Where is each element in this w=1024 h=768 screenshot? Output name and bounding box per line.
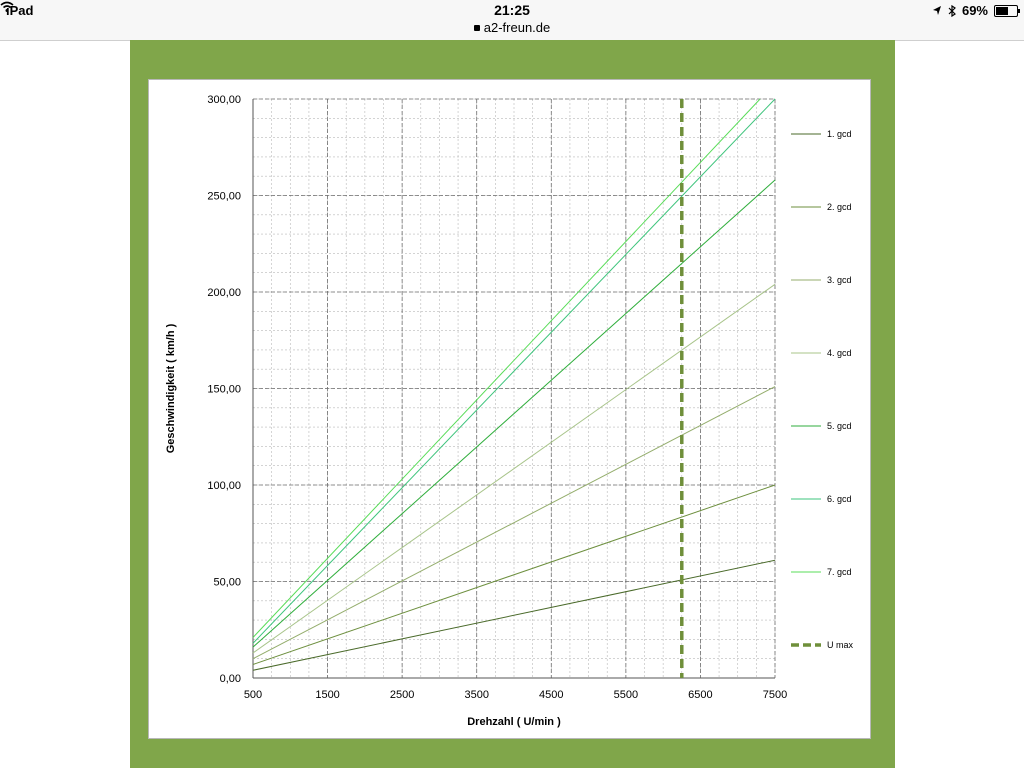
- legend-label: 3. gcd: [827, 275, 852, 285]
- legend-label: 6. gcd: [827, 494, 852, 504]
- series-line-6: [252, 98, 776, 644]
- y-tick-label: 100,00: [207, 480, 241, 492]
- clock: 21:25: [494, 2, 530, 18]
- lock-icon: [473, 25, 480, 31]
- x-tick-label: 2500: [390, 689, 414, 701]
- series-line-4: [252, 283, 776, 654]
- y-tick-label: 50,00: [213, 577, 241, 589]
- x-axis-title: Drehzahl ( U/min ): [467, 716, 561, 728]
- legend-label: 1. gcd: [827, 129, 852, 139]
- wifi-icon: [0, 1, 14, 12]
- series-line-7: [252, 98, 761, 638]
- y-tick-label: 300,00: [207, 94, 241, 106]
- device-label: iPad: [6, 3, 34, 18]
- x-tick-label: 4500: [539, 689, 563, 701]
- legend-label: 7. gcd: [827, 567, 852, 577]
- y-tick-label: 200,00: [207, 287, 241, 299]
- battery-percent: 69%: [961, 3, 988, 18]
- y-tick-label: 150,00: [207, 384, 241, 396]
- legend-label: 5. gcd: [827, 421, 852, 431]
- x-tick-label: 5500: [614, 689, 638, 701]
- chart-panel: 500 1500 2500 3500 4500 5500 6500 7500 0,00 50,00…: [148, 79, 871, 739]
- address-bar[interactable]: a2-freun.de: [0, 20, 1024, 35]
- status-indicators: 69%: [932, 3, 1020, 18]
- battery-icon: [994, 4, 1020, 17]
- legend-label: 4. gcd: [827, 348, 852, 358]
- legend-label: U max: [827, 640, 854, 650]
- series-line-2: [252, 484, 776, 665]
- series-line-3: [252, 386, 776, 660]
- status-bar: iPad 21:25 a2-freun.de 69%: [0, 0, 1024, 41]
- battery-fill: [996, 6, 1009, 15]
- x-tick-label: 7500: [763, 689, 787, 701]
- y-axis-title: Geschwindigkeit ( km/h ): [165, 323, 177, 453]
- series-line-1: [252, 559, 776, 671]
- y-tick-label: 0,00: [220, 673, 241, 685]
- chart: 500 1500 2500 3500 4500 5500 6500 7500 0,00 50,00…: [165, 94, 854, 728]
- y-tick-label: 250,00: [207, 191, 241, 203]
- series-line-5: [252, 179, 776, 648]
- location-arrow-icon: [932, 6, 941, 15]
- x-tick-label: 3500: [464, 689, 488, 701]
- x-tick-label: 6500: [688, 689, 712, 701]
- url-text: a2-freun.de: [483, 20, 551, 35]
- x-tick-label: 1500: [315, 689, 339, 701]
- x-tick-label: 500: [244, 689, 262, 701]
- bluetooth-icon: [948, 4, 956, 17]
- legend-label: 2. gcd: [827, 202, 852, 212]
